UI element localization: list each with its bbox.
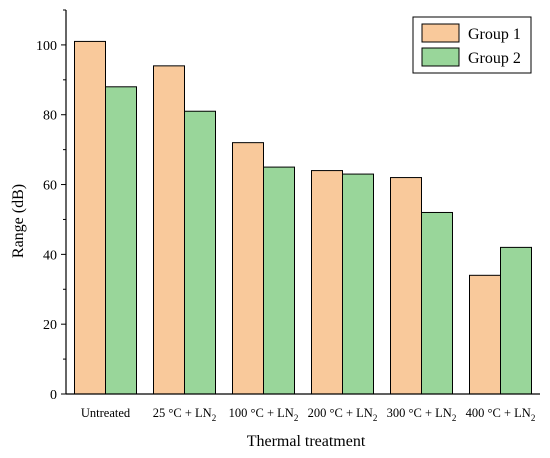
- y-tick-label: 100: [36, 39, 57, 54]
- bar-1-3: [232, 142, 264, 395]
- y-tick-label: 0: [50, 388, 57, 403]
- x-tick-label: 400 °C + LN2: [466, 406, 536, 423]
- bars-layer: [74, 40, 532, 395]
- y-tick-label: 40: [43, 248, 57, 263]
- bar-2-6: [500, 246, 532, 395]
- bar-2-5: [421, 211, 453, 395]
- legend-label-1: Group 1: [468, 26, 521, 43]
- legend-swatch-1: [421, 23, 460, 43]
- x-axis-title: Thermal treatment: [247, 433, 366, 450]
- bar-1-1: [74, 40, 106, 395]
- legend-swatch-2: [421, 47, 460, 67]
- legend-label-2: Group 2: [468, 50, 521, 67]
- y-tick-label: 20: [43, 318, 57, 333]
- bar-1-2: [153, 65, 185, 395]
- bar-2-4: [342, 173, 374, 395]
- bar-2-2: [184, 110, 216, 395]
- x-tick-label: 200 °C + LN2: [308, 406, 378, 423]
- bar-1-5: [390, 177, 422, 395]
- bar-2-3: [263, 166, 295, 395]
- y-tick-label: 80: [43, 109, 57, 124]
- legend: Group 1 Group 2: [412, 16, 532, 74]
- bar-2-1: [105, 86, 137, 395]
- x-tick-label: 300 °C + LN2: [387, 406, 457, 423]
- bar-1-6: [469, 274, 501, 395]
- x-tick-label: 100 °C + LN2: [229, 406, 299, 423]
- y-axis-title: Range (dB): [10, 184, 27, 258]
- x-tick-label: 25 °C + LN2: [153, 406, 216, 423]
- y-tick-label: 60: [43, 179, 57, 194]
- x-tick-label: Untreated: [81, 406, 131, 420]
- bar-1-4: [311, 170, 343, 395]
- axes-layer: 0 20 40 60 80 100 Untreated 25 °C + LN2 100 °C +…: [36, 9, 540, 423]
